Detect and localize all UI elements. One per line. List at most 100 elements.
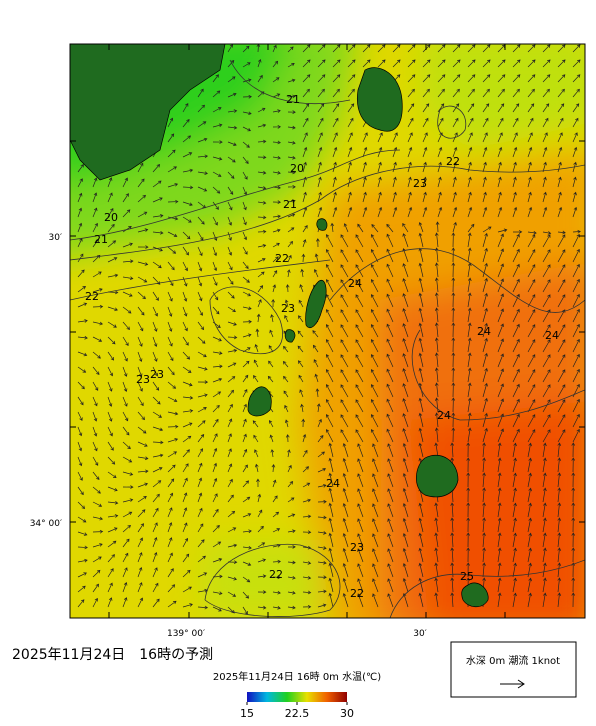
current-arrow: [197, 366, 208, 371]
current-arrow: [437, 88, 445, 98]
current-arrow: [386, 293, 394, 308]
current-arrow: [437, 161, 442, 173]
current-arrow: [527, 502, 533, 518]
current-arrow: [92, 426, 98, 437]
current-arrow: [197, 216, 205, 225]
current-arrow: [197, 306, 203, 316]
current-arrow: [137, 162, 144, 173]
current-arrow: [542, 132, 548, 143]
current-arrow: [527, 206, 533, 218]
current-arrow: [287, 62, 295, 68]
current-arrow: [167, 199, 179, 204]
current-arrow: [287, 513, 296, 518]
current-arrow: [167, 464, 176, 473]
current-arrow: [542, 117, 549, 128]
current-arrow: [272, 200, 281, 204]
current-arrow: [302, 225, 308, 233]
current-arrow: [167, 411, 179, 416]
current-arrow: [362, 44, 371, 53]
current-arrow: [325, 249, 334, 263]
current-arrow: [227, 306, 236, 313]
current-arrow: [542, 414, 551, 428]
current-arrow: [402, 517, 409, 533]
current-arrow: [512, 176, 517, 188]
current-arrow: [137, 582, 143, 593]
current-arrow: [542, 577, 547, 593]
current-arrow: [317, 161, 322, 173]
current-arrow: [467, 74, 476, 83]
current-arrow: [299, 389, 304, 398]
contour-label: 23: [136, 373, 150, 386]
current-arrow: [377, 176, 382, 188]
current-arrow: [387, 458, 394, 473]
current-arrow: [418, 221, 424, 233]
current-arrow: [557, 117, 564, 128]
current-arrow: [512, 161, 517, 173]
current-arrow: [527, 414, 536, 428]
current-arrow: [572, 206, 578, 218]
current-arrow: [316, 238, 320, 248]
contour-label: 25: [460, 570, 474, 583]
current-arrow: [287, 560, 296, 565]
current-arrow: [392, 146, 398, 158]
current-arrow: [227, 543, 238, 548]
current-arrow: [317, 546, 327, 550]
current-arrow: [317, 88, 325, 98]
current-arrow: [571, 457, 576, 473]
current-arrow: [167, 291, 173, 302]
current-arrow: [434, 322, 439, 338]
current-arrow: [402, 487, 409, 503]
current-arrow: [422, 44, 431, 53]
current-arrow: [372, 503, 379, 518]
current-arrow: [434, 547, 439, 563]
current-arrow: [167, 381, 177, 389]
current-arrow: [347, 176, 352, 188]
current-arrow: [272, 60, 279, 68]
current-arrow: [482, 226, 492, 233]
current-arrow: [342, 473, 349, 488]
current-arrow: [137, 552, 143, 563]
current-arrow: [212, 186, 221, 194]
current-arrow: [137, 456, 149, 461]
current-arrow: [107, 336, 116, 345]
current-arrow: [107, 321, 117, 328]
colorbar-tick-label: 30: [340, 707, 354, 720]
current-arrow: [302, 604, 312, 609]
current-arrow: [325, 309, 334, 323]
current-arrow: [342, 488, 349, 503]
current-arrow: [527, 88, 535, 98]
contour-label: 22: [275, 252, 289, 265]
current-arrow: [452, 44, 461, 53]
current-arrow: [302, 74, 311, 83]
current-arrow: [77, 486, 84, 496]
current-arrow: [242, 62, 251, 68]
current-arrow: [407, 176, 412, 188]
current-arrow: [272, 125, 282, 129]
current-arrow: [557, 487, 562, 503]
current-arrow: [152, 321, 158, 332]
current-arrow: [497, 308, 504, 323]
current-arrow: [362, 132, 368, 143]
current-arrow: [450, 517, 455, 533]
current-arrow: [434, 292, 439, 308]
current-arrow: [212, 525, 220, 533]
current-arrow: [527, 191, 532, 203]
current-arrow: [571, 532, 576, 548]
current-arrow: [497, 263, 504, 278]
current-arrow: [357, 443, 364, 458]
current-arrow: [92, 381, 99, 391]
current-arrow: [137, 381, 143, 392]
current-arrow: [107, 486, 118, 492]
current-arrow: [152, 522, 158, 533]
current-arrow: [497, 132, 503, 143]
current-arrow: [197, 276, 203, 287]
current-arrow: [451, 382, 456, 398]
current-arrow: [182, 537, 189, 548]
current-arrow: [212, 447, 218, 458]
current-arrow: [302, 191, 307, 203]
current-arrow: [497, 323, 504, 338]
current-arrow: [272, 575, 281, 580]
current-arrow: [497, 206, 503, 218]
current-arrow: [122, 381, 128, 392]
current-arrow: [137, 396, 144, 407]
